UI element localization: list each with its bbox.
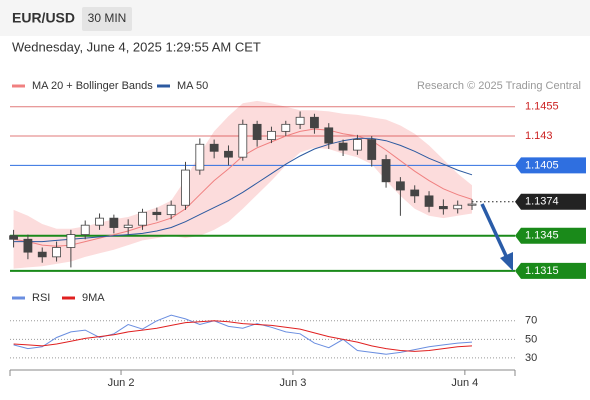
candle-body [152,211,162,216]
legend-label: RSI [32,292,50,304]
x-tick-label: Jun 3 [279,377,306,389]
price-label-box [515,157,586,174]
price-label: 1.1345 [525,230,559,242]
candle-body [367,139,377,160]
y-tick-label: 30 [525,352,537,364]
candle-body [80,224,90,235]
candle-body [267,130,276,140]
candle-body [381,159,391,183]
timeframe[interactable]: 30 MIN [88,11,127,25]
candle-body [295,116,305,125]
candle-body [238,123,248,158]
candle-body [324,127,334,144]
candle-body [52,247,61,258]
price-label: 1.1315 [525,265,559,277]
candle-body [9,235,18,240]
legend-label: MA 20 + Bollinger Bands [32,80,153,92]
candle-body [224,150,233,158]
candle-body [195,143,205,171]
source: Research © 2025 Trading Central [417,80,581,92]
moving-average [13,137,473,243]
price-label-box [515,227,586,244]
candle-body [353,139,362,151]
candle-body [66,234,76,248]
price-label-box [515,262,586,279]
indicator-line [13,320,473,352]
forecast-arrowhead [500,252,513,271]
indicator-line [13,314,473,355]
timeframe-box[interactable] [82,7,132,31]
candle-body [109,217,119,228]
candle-body [95,217,104,226]
x-tick-label: Jun 2 [108,377,135,389]
candle-body [123,224,133,228]
price-label: 1.1455 [525,101,559,113]
candle-body [281,123,291,132]
y-tick-label: 70 [525,315,537,327]
candle-body [467,203,477,206]
plot: MA 20 + Bollinger Bands MA 50 1.1455 1.143 1… [9,80,586,389]
candle-body [138,211,147,226]
candle-body [310,116,319,129]
candle-body [438,206,448,210]
candle-body [209,143,219,152]
candle-body [181,169,190,206]
candle-body [338,142,348,151]
price-label: 1.1405 [525,159,559,171]
candle-body [395,181,405,191]
forecast-arrow [480,203,509,259]
legend-label: MA 50 [177,80,208,92]
candle-body [37,251,47,258]
price-label-box [515,193,586,210]
candle-body [23,238,33,253]
legend-label: 9MA [82,292,105,304]
x-tick-label: Jun 4 [451,377,478,389]
price-label: 1.1374 [525,196,559,208]
datetime: Wednesday, June 4, 2025 1:29:55 AM CET [12,39,261,54]
y-tick-label: 50 [525,333,537,345]
price-label: 1.143 [525,130,553,142]
candle-body [252,123,262,140]
candle-body [410,189,420,197]
candle-body [166,204,176,216]
candle-body [453,204,463,210]
symbol: EUR/USD [12,10,75,26]
candle-body [424,195,434,207]
